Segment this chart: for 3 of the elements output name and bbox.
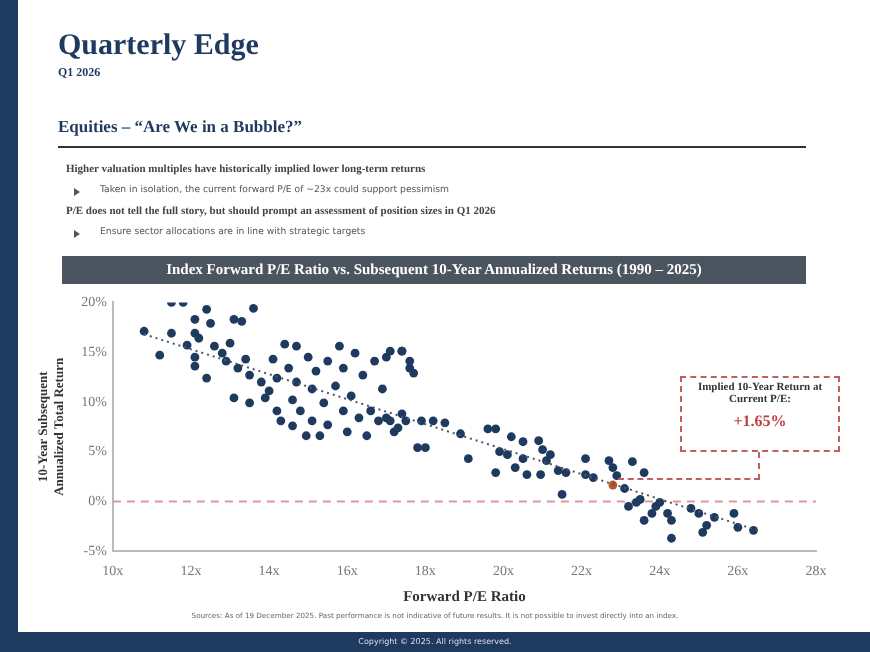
annotation: +1.65% [731, 411, 789, 429]
text: Quarterly Edge [58, 30, 259, 64]
text: Equities – “Are We in a Bubble?” [58, 116, 303, 136]
